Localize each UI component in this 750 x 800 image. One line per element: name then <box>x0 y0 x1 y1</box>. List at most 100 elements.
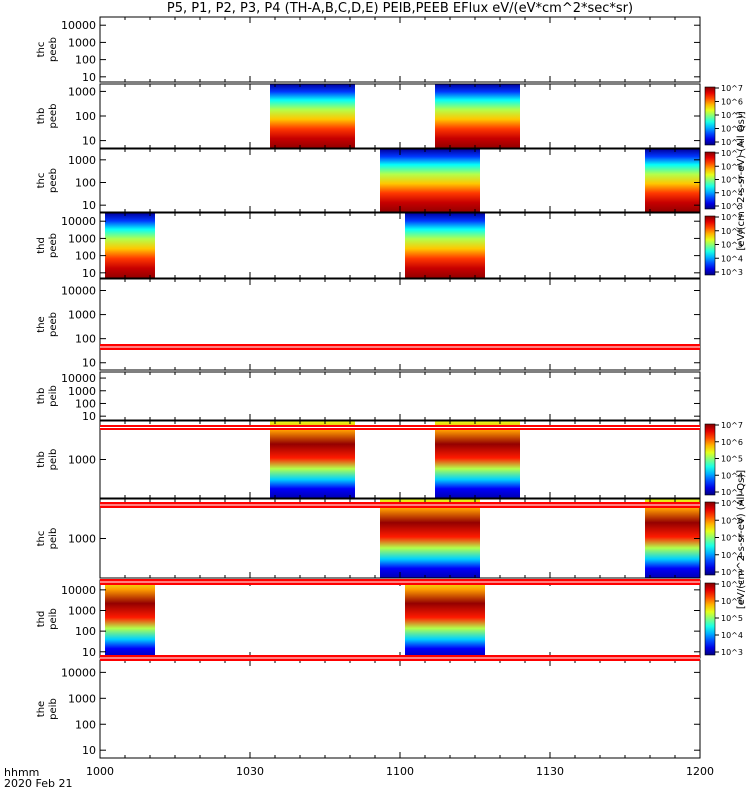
panel-label: thd <box>36 611 47 628</box>
panel-frame <box>99 579 701 659</box>
y-tick-label: 1000 <box>68 385 96 398</box>
colorbar-tick-label: 10^4 <box>721 551 743 560</box>
spectrogram-block <box>435 84 520 148</box>
colorbar-tick-label: 10^4 <box>721 125 743 134</box>
colorbar-tick-label: 10^7 <box>721 499 743 508</box>
time-tick-label: 1130 <box>536 765 564 778</box>
panel-label: thc <box>36 531 47 547</box>
colorbar-tick-label: 10^7 <box>721 213 743 222</box>
y-tick-label: 10 <box>82 646 96 659</box>
panel-7: 1000 thb peib 10^3 10^4 10^5 10^6 10^7 <box>36 420 743 499</box>
colorbar-tick-label: 10^7 <box>721 84 743 93</box>
colorbar-tick-label: 10^6 <box>721 227 743 236</box>
panel-label: peib <box>48 528 59 550</box>
panel-label: thc <box>36 42 47 58</box>
panel-label: thb <box>36 108 47 125</box>
panel-label: peib <box>48 385 59 407</box>
panel-1: 10 100 1000 10000 thc peeb <box>36 16 701 84</box>
colorbar-tick-label: 10^5 <box>721 176 743 185</box>
colorbar-tick-label: 10^6 <box>721 438 743 447</box>
panel-frame <box>99 16 701 83</box>
colorbar-tick-label: 10^4 <box>721 254 743 263</box>
colorbar-tick-label: 10^3 <box>721 488 743 497</box>
panel-label: the <box>36 701 47 717</box>
colorbar <box>704 501 716 576</box>
time-tick-label: 1100 <box>386 765 414 778</box>
panel-frame <box>99 659 701 759</box>
colorbar-tick-label: 10^5 <box>721 241 743 250</box>
colorbar <box>704 215 716 276</box>
panel-10: 10 100 1000 10000 the peib <box>36 659 701 759</box>
y-tick-label: 10000 <box>61 19 96 32</box>
colorbar-tick-label: 10^5 <box>721 614 743 623</box>
panel-5: 10 100 1000 10000 the peeb <box>36 278 701 371</box>
panel-2: 10 100 1000 thb peeb 10^3 10^4 10^5 10^6 10^7 <box>36 83 743 149</box>
colorbar-tick-label: 10^6 <box>721 597 743 606</box>
spectrogram-block <box>270 421 355 498</box>
date-label: 2020 Feb 21 <box>4 777 73 790</box>
y-tick-label: 1000 <box>68 85 96 98</box>
panel-4: 10 100 1000 10000 thd peeb 10^3 10^4 10^5 10^6 10^… <box>36 212 743 280</box>
y-tick-label: 100 <box>75 250 96 263</box>
y-tick-label: 10 <box>82 744 96 757</box>
y-tick-label: 100 <box>75 397 96 410</box>
colorbar-tick-label: 10^7 <box>721 580 743 589</box>
time-tick-label: 1030 <box>236 765 264 778</box>
panel-label: thb <box>36 388 47 405</box>
panel-label: thc <box>36 173 47 189</box>
y-tick-label: 10000 <box>61 372 96 385</box>
y-tick-label: 100 <box>75 333 96 346</box>
colorbar-tick-label: 10^7 <box>721 421 743 430</box>
y-tick-label: 10 <box>82 357 96 370</box>
colorbar-tick-label: 10^6 <box>721 98 743 107</box>
colorbar-tick-label: 10^4 <box>721 189 743 198</box>
colorbar-title: [eV/(cm^2-s-sr-eV) (All Qs)] <box>736 111 747 250</box>
y-tick-label: 10 <box>82 267 96 280</box>
y-tick-label: 1000 <box>68 533 96 546</box>
y-tick-label: 100 <box>75 718 96 731</box>
y-tick-label: 10000 <box>61 215 96 228</box>
y-tick-label: 10000 <box>61 666 96 679</box>
spectrogram-block <box>380 149 480 212</box>
panel-8: 1000 thc peib 10^3 10^4 10^5 10^6 10^7 <box>36 498 743 579</box>
y-tick-label: 1000 <box>68 692 96 705</box>
panel-label: peib <box>48 449 59 471</box>
colorbar-tick-label: 10^3 <box>721 202 743 211</box>
panel-label: peib <box>48 608 59 630</box>
colorbar-tick-label: 10^6 <box>721 162 743 171</box>
spectrogram-block <box>645 499 700 578</box>
panel-frame <box>99 212 701 279</box>
panel-frame <box>99 83 701 149</box>
panel-label: peeb <box>48 168 59 193</box>
y-tick-label: 1000 <box>68 36 96 49</box>
panel-3: 10 100 1000 thc peeb 10^3 10^4 10^5 10^6 10^7 <box>36 148 743 213</box>
panel-label: peib <box>48 698 59 720</box>
y-tick-label: 1000 <box>68 454 96 467</box>
y-tick-label: 10 <box>82 199 96 212</box>
colorbar-tick-label: 10^7 <box>721 149 743 158</box>
y-tick-label: 100 <box>75 625 96 638</box>
colorbar-title: [eV/(cm^2-s-sr-eV) (All Qs)] <box>736 470 747 609</box>
y-tick-label: 100 <box>75 110 96 123</box>
panel-frame <box>99 278 701 371</box>
colorbar-tick-label: 10^3 <box>721 268 743 277</box>
colorbar-tick-label: 10^3 <box>721 138 743 147</box>
y-tick-label: 10000 <box>61 584 96 597</box>
panel-label: thb <box>36 451 47 468</box>
time-tick-label: 1000 <box>86 765 114 778</box>
y-tick-label: 1000 <box>68 154 96 167</box>
colorbar-tick-label: 10^6 <box>721 516 743 525</box>
y-tick-label: 10 <box>82 135 96 148</box>
y-tick-label: 100 <box>75 54 96 67</box>
time-unit-label: hhmm <box>4 766 40 779</box>
panel-label: the <box>36 316 47 332</box>
panel-label: peeb <box>48 233 59 258</box>
spectrogram-block <box>405 213 485 278</box>
y-tick-label: 10 <box>82 410 96 423</box>
spectrogram-block <box>380 499 480 578</box>
figure-title: P5, P1, P2, P3, P4 (TH-A,B,C,D,E) PEIB,P… <box>166 1 634 16</box>
panel-label: peeb <box>48 37 59 62</box>
colorbar <box>704 582 716 656</box>
